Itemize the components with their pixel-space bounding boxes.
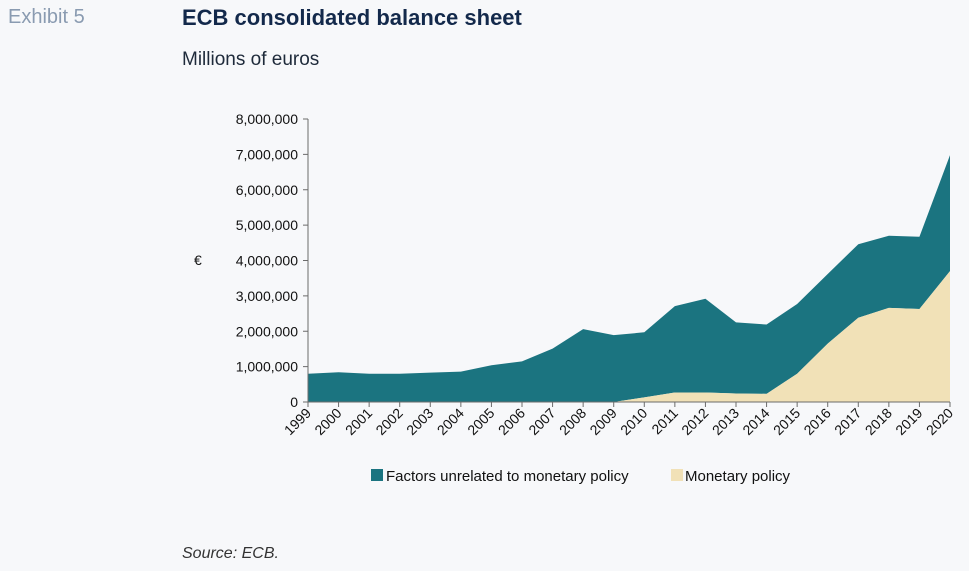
y-tick-label: 4,000,000: [236, 253, 298, 269]
y-tick-label: 8,000,000: [236, 111, 298, 127]
chart-subtitle: Millions of euros: [182, 49, 320, 70]
chart-legend: Factors unrelated to monetary policy Mon…: [371, 468, 791, 485]
legend-label-factors: Factors unrelated to monetary policy: [386, 468, 629, 485]
x-tick-label: 2003: [403, 405, 436, 438]
x-tick-label: 2010: [617, 405, 650, 438]
y-tick-label: 0: [290, 394, 298, 410]
x-tick-label: 2001: [342, 405, 375, 438]
x-tick-label: 2019: [892, 405, 925, 438]
chart-title: ECB consolidated balance sheet: [182, 5, 522, 30]
x-tick-label: 2005: [464, 405, 497, 438]
x-tick-label: 2011: [648, 405, 681, 438]
y-tick-label: 2,000,000: [236, 323, 298, 339]
area-monetary-policy: [308, 271, 950, 402]
x-tick-label: 2017: [831, 405, 864, 438]
y-tick-label: 5,000,000: [236, 217, 298, 233]
x-tick-label: 2015: [770, 405, 803, 438]
legend-swatch-monetary: [671, 469, 683, 481]
x-tick-label: 2002: [372, 405, 405, 438]
area-factors-unrelated: [308, 155, 950, 402]
y-tick-label: 1,000,000: [236, 359, 298, 375]
y-tick-label: 6,000,000: [236, 182, 298, 198]
x-tick-label: 2008: [556, 405, 589, 438]
x-tick-label: 2000: [311, 405, 344, 438]
exhibit-label: Exhibit 5: [8, 6, 85, 28]
y-tick-label: 3,000,000: [236, 288, 298, 304]
y-tick-label: 7,000,000: [236, 146, 298, 162]
x-tick-label: 2006: [495, 405, 528, 438]
x-tick-label: 2014: [739, 405, 772, 438]
source-note: Source: ECB.: [182, 545, 279, 562]
x-tick-label: 2016: [800, 405, 833, 438]
x-tick-label: 2004: [434, 405, 467, 438]
x-tick-label: 2018: [862, 405, 895, 438]
x-tick-label: 2020: [923, 405, 956, 438]
x-tick-label: 2007: [525, 405, 558, 438]
x-tick-label: 2009: [586, 405, 619, 438]
x-tick-label: 1999: [281, 405, 314, 438]
legend-swatch-factors: [371, 469, 383, 481]
legend-label-monetary: Monetary policy: [685, 468, 791, 485]
x-tick-label: 2013: [709, 405, 742, 438]
chart-areas: [308, 155, 950, 402]
y-axis-label: €: [194, 252, 202, 268]
x-tick-label: 2012: [678, 405, 711, 438]
